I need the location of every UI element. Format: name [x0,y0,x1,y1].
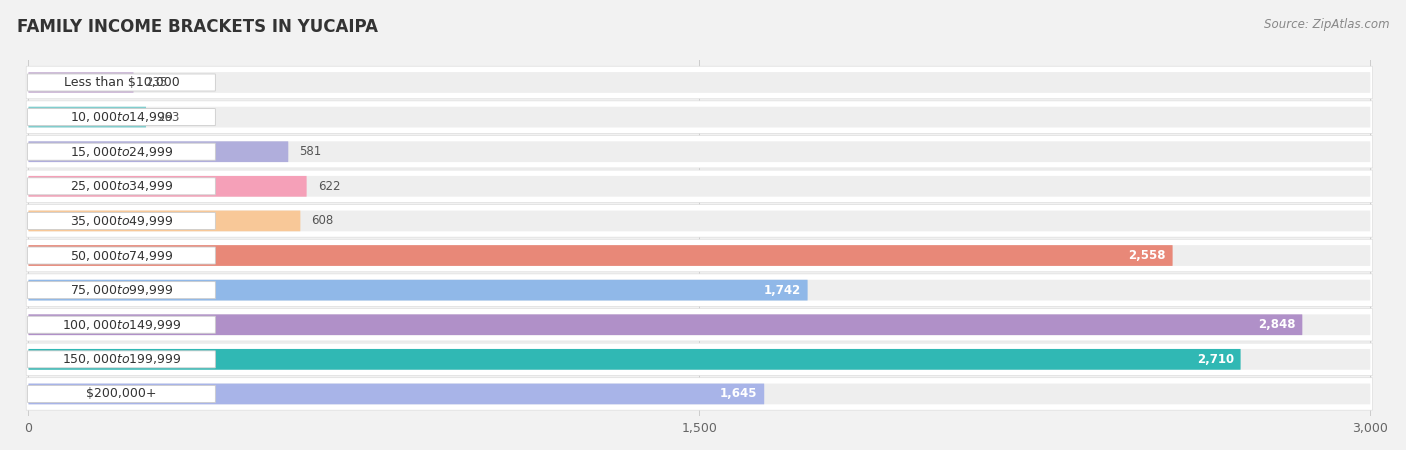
Text: $50,000 to $74,999: $50,000 to $74,999 [70,248,173,262]
Text: 622: 622 [318,180,340,193]
FancyBboxPatch shape [28,245,1173,266]
Text: $25,000 to $34,999: $25,000 to $34,999 [70,179,173,194]
FancyBboxPatch shape [28,280,807,301]
FancyBboxPatch shape [28,72,1371,93]
FancyBboxPatch shape [28,349,1371,370]
FancyBboxPatch shape [27,274,1372,306]
FancyBboxPatch shape [28,351,215,368]
FancyBboxPatch shape [28,141,288,162]
FancyBboxPatch shape [28,72,134,93]
FancyBboxPatch shape [27,308,1372,341]
FancyBboxPatch shape [27,170,1372,202]
FancyBboxPatch shape [27,239,1372,272]
Text: 1,742: 1,742 [763,284,801,297]
Text: Less than $10,000: Less than $10,000 [63,76,180,89]
FancyBboxPatch shape [28,107,1371,127]
Text: 608: 608 [312,214,333,227]
FancyBboxPatch shape [28,282,215,299]
FancyBboxPatch shape [28,316,215,333]
Text: FAMILY INCOME BRACKETS IN YUCAIPA: FAMILY INCOME BRACKETS IN YUCAIPA [17,18,378,36]
FancyBboxPatch shape [27,66,1372,99]
FancyBboxPatch shape [28,108,215,126]
Text: $75,000 to $99,999: $75,000 to $99,999 [70,283,173,297]
FancyBboxPatch shape [28,315,1302,335]
Text: 263: 263 [157,111,180,124]
FancyBboxPatch shape [28,143,215,160]
Text: Source: ZipAtlas.com: Source: ZipAtlas.com [1264,18,1389,31]
FancyBboxPatch shape [28,245,1371,266]
FancyBboxPatch shape [27,205,1372,237]
FancyBboxPatch shape [27,343,1372,376]
FancyBboxPatch shape [28,141,1371,162]
Text: 235: 235 [145,76,167,89]
Text: 2,848: 2,848 [1258,318,1295,331]
FancyBboxPatch shape [28,211,301,231]
Text: $15,000 to $24,999: $15,000 to $24,999 [70,145,173,159]
FancyBboxPatch shape [28,349,1240,370]
Text: $150,000 to $199,999: $150,000 to $199,999 [62,352,181,366]
FancyBboxPatch shape [28,178,215,195]
FancyBboxPatch shape [27,101,1372,133]
FancyBboxPatch shape [28,280,1371,301]
FancyBboxPatch shape [28,107,146,127]
Text: 2,558: 2,558 [1129,249,1166,262]
FancyBboxPatch shape [28,212,215,230]
Text: $10,000 to $14,999: $10,000 to $14,999 [70,110,173,124]
Text: 581: 581 [299,145,322,158]
FancyBboxPatch shape [28,386,215,402]
FancyBboxPatch shape [28,247,215,264]
FancyBboxPatch shape [28,383,765,405]
FancyBboxPatch shape [28,211,1371,231]
FancyBboxPatch shape [28,176,307,197]
Text: $200,000+: $200,000+ [86,387,156,400]
FancyBboxPatch shape [28,176,1371,197]
Text: 2,710: 2,710 [1197,353,1234,366]
FancyBboxPatch shape [28,74,215,91]
Text: 1,645: 1,645 [720,387,758,400]
Text: $100,000 to $149,999: $100,000 to $149,999 [62,318,181,332]
Text: $35,000 to $49,999: $35,000 to $49,999 [70,214,173,228]
FancyBboxPatch shape [28,315,1371,335]
FancyBboxPatch shape [27,378,1372,410]
FancyBboxPatch shape [28,383,1371,405]
FancyBboxPatch shape [27,135,1372,168]
